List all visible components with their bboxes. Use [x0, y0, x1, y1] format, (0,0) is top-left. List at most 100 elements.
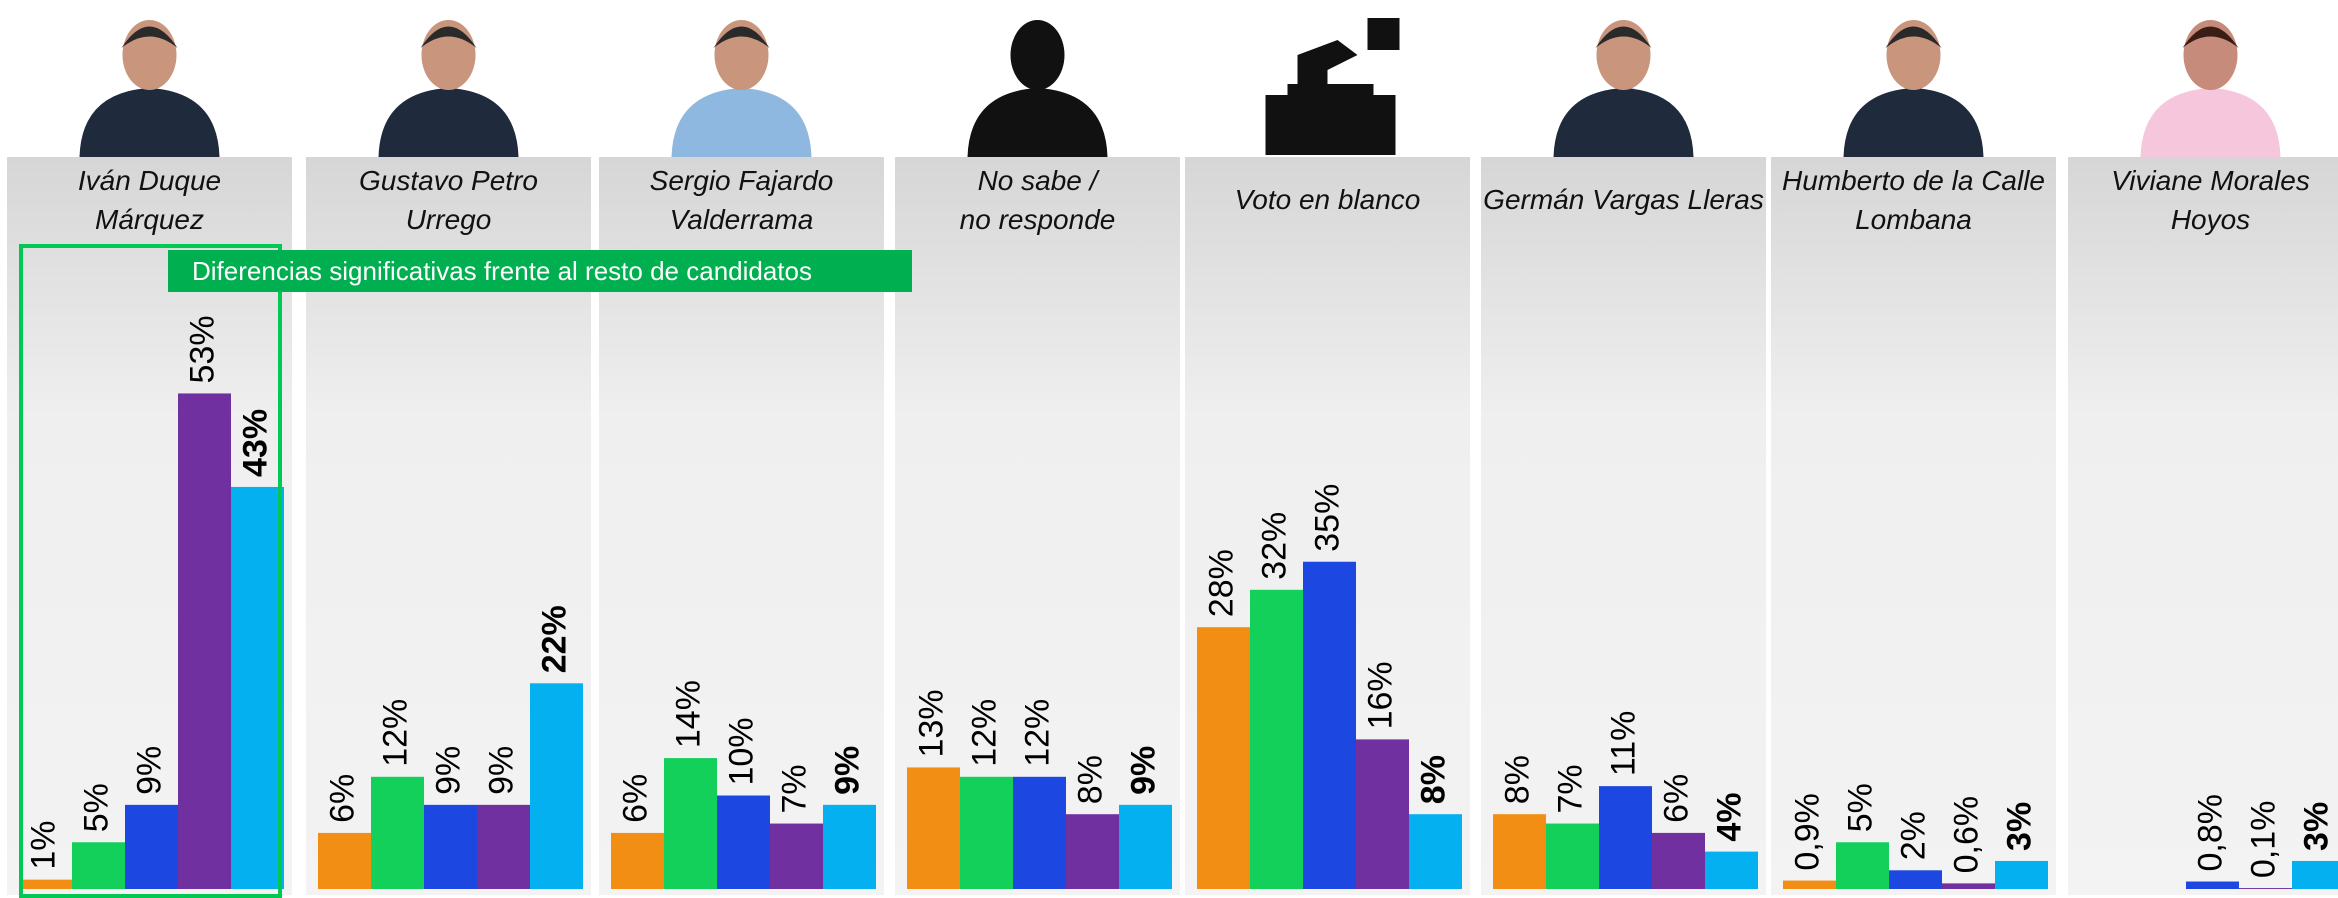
value-label: 3%: [2000, 802, 2038, 851]
bar: [1995, 861, 2048, 889]
bar: [907, 767, 960, 889]
candidate-name: Voto en blanco: [1175, 180, 1480, 219]
bar: [664, 758, 717, 889]
portrait-body: [1554, 88, 1694, 157]
bar: [1356, 739, 1409, 889]
value-label: 9%: [429, 746, 467, 795]
chart: 1% 6% 6% 13% 28% 8% 0,9% 5% 12% 14% 12% 32% 7% 5% 9% 9%…: [0, 0, 2338, 898]
value-label: 4%: [1710, 792, 1748, 841]
bar: [178, 393, 231, 889]
bar: [1889, 870, 1942, 889]
bar: [477, 805, 530, 889]
bar: [2186, 882, 2239, 889]
bar: [1409, 814, 1462, 889]
ballot-box: [1266, 95, 1396, 155]
value-label: 6%: [323, 774, 361, 823]
value-label: 6%: [616, 774, 654, 823]
portrait-body: [1844, 88, 1984, 157]
value-label: 10%: [722, 717, 760, 785]
value-label: 3%: [2297, 802, 2335, 851]
value-label: 0,8%: [2191, 794, 2229, 872]
value-label: 9%: [1124, 746, 1162, 795]
bar: [530, 683, 583, 889]
portrait-body: [672, 88, 812, 157]
value-label: 6%: [1657, 774, 1695, 823]
bar: [231, 487, 284, 889]
bar: [1652, 833, 1705, 889]
hand: [1298, 40, 1358, 88]
value-label: 16%: [1361, 661, 1399, 729]
panel: [1771, 157, 2056, 895]
value-label: 8%: [1498, 755, 1536, 804]
bar: [770, 824, 823, 889]
value-label: 28%: [1202, 549, 1240, 617]
ballot: [1368, 18, 1400, 50]
value-label: 14%: [669, 680, 707, 748]
value-label: 53%: [183, 315, 221, 383]
bar: [2292, 861, 2338, 889]
value-label: 12%: [376, 699, 414, 767]
value-label: 32%: [1255, 512, 1293, 580]
value-label: 9%: [828, 746, 866, 795]
bar: [424, 805, 477, 889]
portrait-body: [2141, 88, 2281, 157]
bar: [318, 833, 371, 889]
candidate-name: Gustavo Petro Urrego: [296, 161, 601, 239]
bar: [125, 805, 178, 889]
bar: [1066, 814, 1119, 889]
value-label: 0,9%: [1788, 793, 1826, 871]
portrait-body: [80, 88, 220, 157]
bar: [1783, 881, 1836, 889]
value-label: 5%: [77, 783, 115, 832]
value-label: 0,1%: [2244, 801, 2282, 879]
bar: [960, 777, 1013, 889]
panel: [2068, 157, 2338, 895]
value-label: 9%: [130, 746, 168, 795]
value-label: 22%: [535, 605, 573, 673]
bar: [1942, 883, 1995, 889]
value-label: 7%: [1551, 764, 1589, 813]
bar: [717, 796, 770, 890]
candidate-name: Viviane Morales Hoyos: [2058, 161, 2338, 239]
candidate-name: Germán Vargas Lleras: [1471, 180, 1776, 219]
value-label: 2%: [1894, 811, 1932, 860]
value-label: 7%: [775, 764, 813, 813]
bar: [1197, 627, 1250, 889]
bar: [1303, 562, 1356, 889]
bar: [1013, 777, 1066, 889]
bar: [371, 777, 424, 889]
value-label: 9%: [482, 746, 520, 795]
value-label: 8%: [1414, 755, 1452, 804]
value-label: 1%: [24, 821, 62, 870]
portrait-body: [379, 88, 519, 157]
bar: [72, 842, 125, 889]
value-label: 35%: [1308, 484, 1346, 552]
candidate-name: Iván Duque Márquez: [0, 161, 302, 239]
bar: [2239, 888, 2292, 889]
candidate-name: Humberto de la Calle Lombana: [1761, 161, 2066, 239]
value-label: 0,6%: [1947, 796, 1985, 874]
portrait-body: [968, 88, 1108, 157]
portrait-head: [1011, 20, 1065, 90]
page: 1% 6% 6% 13% 28% 8% 0,9% 5% 12% 14% 12% 32% 7% 5% 9% 9%…: [0, 0, 2338, 898]
value-label: 5%: [1841, 783, 1879, 832]
bar: [1250, 590, 1303, 889]
value-label: 8%: [1071, 755, 1109, 804]
bar: [823, 805, 876, 889]
bar: [1493, 814, 1546, 889]
candidate-name: No sabe / no responde: [885, 161, 1190, 239]
bar: [1546, 824, 1599, 889]
annotation: Diferencias significativas frente al res…: [168, 250, 912, 292]
value-label: 43%: [236, 409, 274, 477]
bar: [611, 833, 664, 889]
bar: [1836, 842, 1889, 889]
candidate-name: Sergio Fajardo Valderrama: [589, 161, 894, 239]
bar: [19, 880, 72, 889]
bar: [1599, 786, 1652, 889]
value-label: 12%: [965, 699, 1003, 767]
value-label: 11%: [1604, 711, 1642, 777]
bar: [1705, 852, 1758, 889]
value-label: 12%: [1018, 699, 1056, 767]
value-label: 13%: [912, 689, 950, 757]
bar: [1119, 805, 1172, 889]
